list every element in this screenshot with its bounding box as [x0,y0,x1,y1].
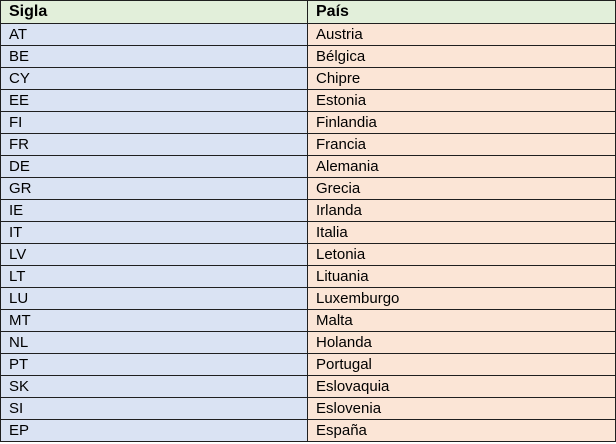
pais-cell: Letonia [307,243,616,266]
table-row: BE Bélgica [0,45,616,68]
table-row: FR Francia [0,133,616,156]
table-row: CY Chipre [0,67,616,90]
table-header: Sigla País [0,0,616,24]
table-row: DE Alemania [0,155,616,178]
sigla-cell: SI [0,397,308,420]
table-row: LV Letonia [0,243,616,266]
pais-cell: Estonia [307,89,616,112]
table-body: AT Austria BE Bélgica CY Chipre EE Estonia FI Fin… [0,23,616,442]
table-row: FI Finlandia [0,111,616,134]
pais-cell: Portugal [307,353,616,376]
pais-cell: Austria [307,23,616,46]
sigla-cell: SK [0,375,308,398]
sigla-cell: LU [0,287,308,310]
table-row: EE Estonia [0,89,616,112]
table-row: MT Malta [0,309,616,332]
sigla-cell: FI [0,111,308,134]
sigla-cell: BE [0,45,308,68]
sigla-cell: AT [0,23,308,46]
sigla-cell: NL [0,331,308,354]
sigla-cell: EE [0,89,308,112]
sigla-cell: CY [0,67,308,90]
sigla-cell: EP [0,419,308,442]
sigla-cell: PT [0,353,308,376]
sigla-cell: LT [0,265,308,288]
pais-cell: Chipre [307,67,616,90]
table-row: SI Eslovenia [0,397,616,420]
pais-cell: Holanda [307,331,616,354]
table-row: LT Lituania [0,265,616,288]
pais-cell: Bélgica [307,45,616,68]
pais-cell: Eslovaquia [307,375,616,398]
pais-cell: Francia [307,133,616,156]
pais-cell: Malta [307,309,616,332]
table-row: SK Eslovaquia [0,375,616,398]
sigla-cell: GR [0,177,308,200]
header-sigla: Sigla [0,0,308,24]
table-row: IT Italia [0,221,616,244]
sigla-cell: DE [0,155,308,178]
header-pais: País [307,0,616,24]
table-row: AT Austria [0,23,616,46]
pais-cell: Finlandia [307,111,616,134]
table-row: LU Luxemburgo [0,287,616,310]
sigla-cell: FR [0,133,308,156]
table-row: EP España [0,419,616,442]
pais-cell: Alemania [307,155,616,178]
table-row: IE Irlanda [0,199,616,222]
sigla-cell: LV [0,243,308,266]
pais-cell: Luxemburgo [307,287,616,310]
header-row: Sigla País [0,0,616,24]
pais-cell: España [307,419,616,442]
sigla-cell: MT [0,309,308,332]
pais-cell: Grecia [307,177,616,200]
pais-cell: Italia [307,221,616,244]
table-row: NL Holanda [0,331,616,354]
sigla-cell: IT [0,221,308,244]
table-row: GR Grecia [0,177,616,200]
pais-cell: Lituania [307,265,616,288]
pais-cell: Eslovenia [307,397,616,420]
table-row: PT Portugal [0,353,616,376]
sigla-cell: IE [0,199,308,222]
pais-cell: Irlanda [307,199,616,222]
